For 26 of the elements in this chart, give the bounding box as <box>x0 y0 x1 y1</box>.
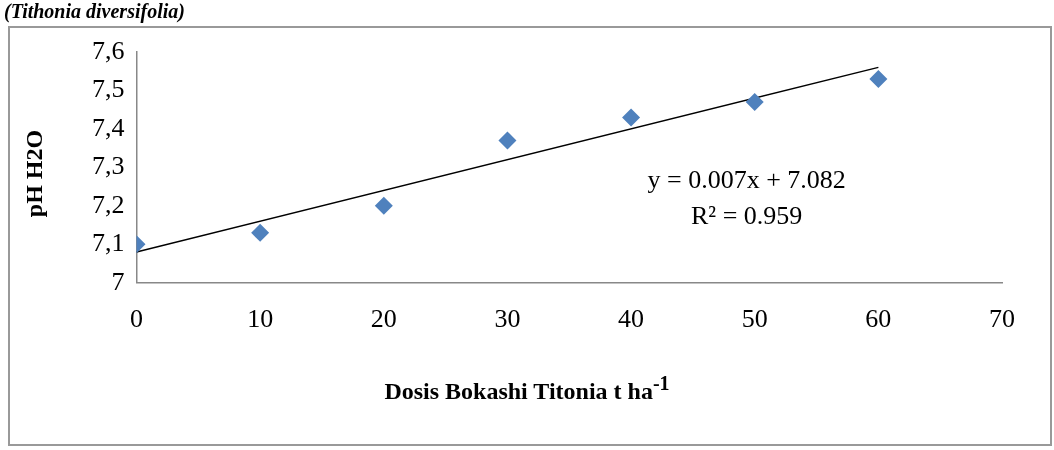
y-tick-label: 7,3 <box>92 151 125 181</box>
x-tick-label: 10 <box>247 304 274 334</box>
y-tick-label: 7 <box>111 266 125 296</box>
y-tick-label: 7,2 <box>92 189 125 219</box>
y-tick-label: 7,4 <box>92 112 125 142</box>
x-tick-label: 40 <box>618 304 645 334</box>
annotation: y = 0.007x + 7.082 <box>647 165 846 195</box>
point <box>374 196 393 215</box>
point <box>251 223 270 242</box>
chart-title: (Tithonia diversifolia) <box>4 0 185 23</box>
x-axis-title: Dosis Bokashi Titonia t ha$^{-1}$ <box>383 372 671 405</box>
x-tick-label: 50 <box>741 304 768 334</box>
y-tick-label: 7,6 <box>92 35 125 65</box>
x-tick-label: 0 <box>130 304 143 334</box>
annotation: R² = 0.959 <box>691 201 803 231</box>
point <box>498 131 517 150</box>
x-tick-label: 30 <box>494 304 521 334</box>
y-axis-title: pH H2O <box>20 128 48 220</box>
point <box>869 69 888 88</box>
point <box>622 108 641 127</box>
y-tick-label: 7,1 <box>92 228 125 258</box>
x-tick-label: 60 <box>865 304 892 334</box>
x-tick-label: 20 <box>370 304 397 334</box>
point <box>745 93 764 112</box>
y-tick-label: 7,5 <box>92 74 125 104</box>
x-tick-label: 70 <box>989 304 1015 334</box>
